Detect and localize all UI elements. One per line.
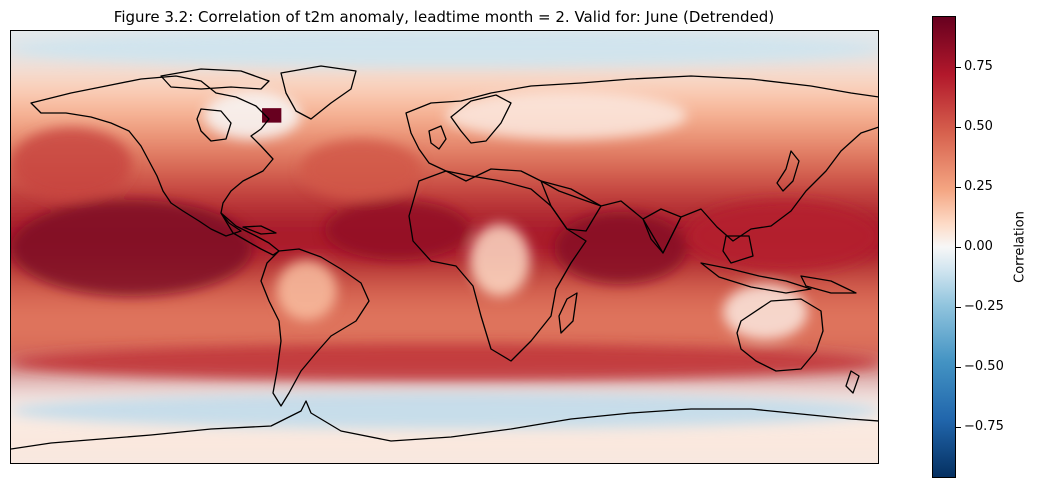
region-14	[276, 260, 337, 321]
correlation-map	[10, 30, 879, 464]
coastline-cuba	[242, 225, 277, 235]
region-6	[204, 91, 301, 140]
colorbar-tick-label: 0.25	[964, 178, 993, 194]
map-svg	[11, 31, 878, 463]
coastline-new-zealand	[845, 370, 860, 394]
colorbar-tick	[956, 247, 961, 248]
coastline-antarctica	[11, 400, 878, 450]
coastline-hudson-bay	[196, 108, 232, 142]
coastline-indonesia	[700, 262, 812, 294]
region-2	[554, 211, 687, 285]
region-9	[11, 392, 878, 429]
coastline-india	[642, 208, 682, 254]
colorbar-label: Correlation	[1012, 211, 1028, 283]
coastline-scandinavia	[450, 94, 512, 144]
coastline-eurasia	[405, 75, 878, 254]
colorbar-tick-label: 0.75	[964, 58, 993, 74]
colorbar-tick	[956, 186, 961, 188]
coastline-south-america	[260, 248, 370, 407]
coastline-australia	[736, 298, 824, 372]
region-12	[469, 223, 530, 297]
coastline-japan	[776, 150, 800, 192]
coastline-britain	[428, 125, 447, 150]
correlation-sharp-patches	[262, 108, 282, 123]
colorbar-tick	[956, 427, 961, 429]
colorbar-tick-label: −0.50	[964, 359, 1004, 375]
region-13	[723, 284, 808, 340]
colorbar-tick-label: −0.75	[964, 419, 1004, 435]
region-5	[300, 139, 422, 200]
region-1	[324, 199, 470, 261]
region-11	[445, 91, 687, 140]
coastline-north-america	[30, 75, 274, 237]
coastline-central-america	[220, 212, 280, 256]
region-8	[11, 344, 878, 381]
coastline-new-guinea	[800, 275, 857, 294]
colorbar-tick-label: 0.00	[964, 239, 993, 254]
coastline-madagascar	[558, 292, 578, 334]
colorbar-tick	[956, 66, 961, 68]
correlation-detail	[11, 31, 878, 429]
coastline-africa	[408, 170, 587, 362]
coastline-greenland	[280, 65, 357, 120]
region-patch-7	[262, 108, 282, 123]
colorbar-tick-label: −0.25	[964, 299, 1004, 315]
colorbar	[932, 16, 956, 478]
colorbar-tick-label: 0.50	[964, 118, 993, 134]
colorbar-tick	[956, 367, 961, 369]
coastlines	[11, 65, 878, 450]
coastline-borneo	[722, 235, 754, 264]
region-3	[686, 199, 878, 273]
region-4	[11, 127, 132, 200]
coastline-arabia	[540, 180, 602, 232]
region-10	[11, 31, 878, 68]
coastline-arctic-islands	[160, 68, 270, 90]
region-0	[11, 199, 253, 297]
colorbar-tick	[956, 126, 961, 128]
colorbar-tick	[956, 307, 961, 309]
chart-title: Figure 3.2: Correlation of t2m anomaly, …	[113, 8, 775, 26]
